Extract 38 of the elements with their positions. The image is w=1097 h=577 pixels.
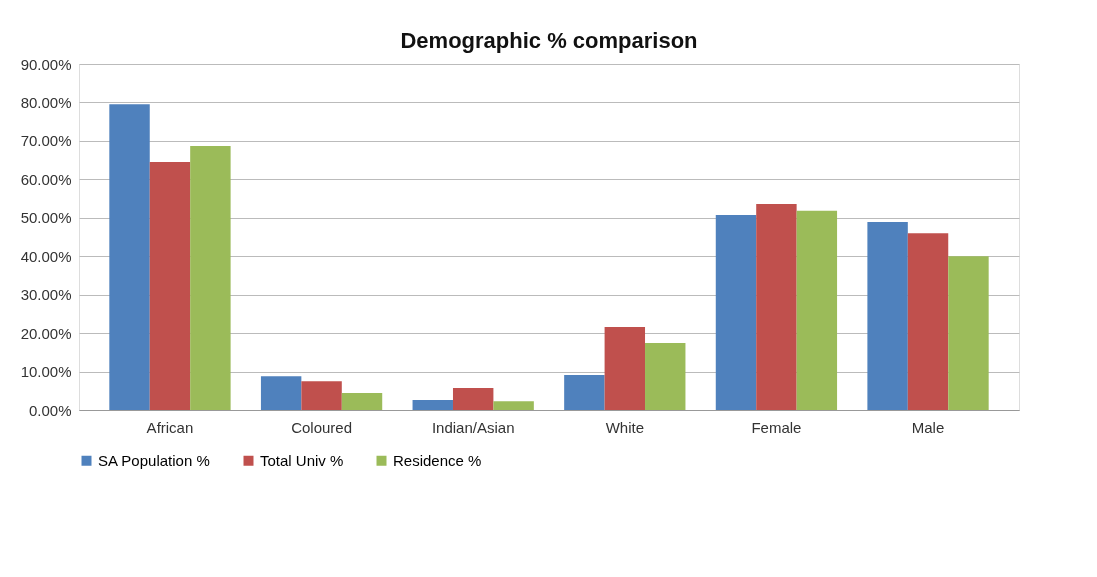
bar bbox=[715, 215, 757, 410]
y-tick-label: 90.00% bbox=[20, 55, 72, 73]
bar bbox=[412, 400, 453, 410]
bar bbox=[260, 376, 302, 410]
x-tick-label: Indian/Asian bbox=[431, 418, 515, 436]
x-tick-label: Coloured bbox=[291, 418, 353, 436]
bar bbox=[341, 393, 383, 410]
bar bbox=[190, 145, 231, 410]
y-tick-label: 70.00% bbox=[20, 132, 72, 150]
y-tick-label: 80.00% bbox=[20, 93, 72, 111]
legend-label: Residence % bbox=[393, 451, 482, 469]
bar bbox=[109, 104, 150, 410]
bar bbox=[907, 233, 949, 410]
x-tick-label: White bbox=[605, 418, 644, 436]
bar bbox=[452, 388, 494, 410]
bar bbox=[301, 381, 342, 410]
y-tick-label: 10.00% bbox=[20, 363, 72, 381]
y-tick-label: 60.00% bbox=[20, 170, 72, 188]
chart-title: Demographic % comparison bbox=[400, 28, 698, 53]
y-tick-label: 30.00% bbox=[20, 286, 72, 304]
legend-label: Total Univ % bbox=[260, 451, 344, 469]
legend-label: SA Population % bbox=[98, 451, 210, 469]
bar bbox=[867, 222, 908, 410]
y-tick-label: 40.00% bbox=[20, 247, 72, 265]
bar bbox=[948, 256, 989, 410]
y-tick-label: 20.00% bbox=[20, 324, 72, 342]
y-tick-label: 50.00% bbox=[20, 209, 72, 227]
x-tick-label: Male bbox=[911, 418, 945, 436]
bar bbox=[796, 210, 838, 410]
x-tick-label: Female bbox=[751, 418, 802, 436]
bar bbox=[149, 162, 191, 410]
y-tick-label: 0.00% bbox=[28, 401, 72, 419]
bar bbox=[756, 203, 797, 410]
bar bbox=[564, 375, 605, 410]
x-tick-label: African bbox=[146, 418, 194, 436]
bar bbox=[604, 326, 646, 410]
bar bbox=[645, 343, 686, 410]
bar bbox=[493, 401, 534, 410]
